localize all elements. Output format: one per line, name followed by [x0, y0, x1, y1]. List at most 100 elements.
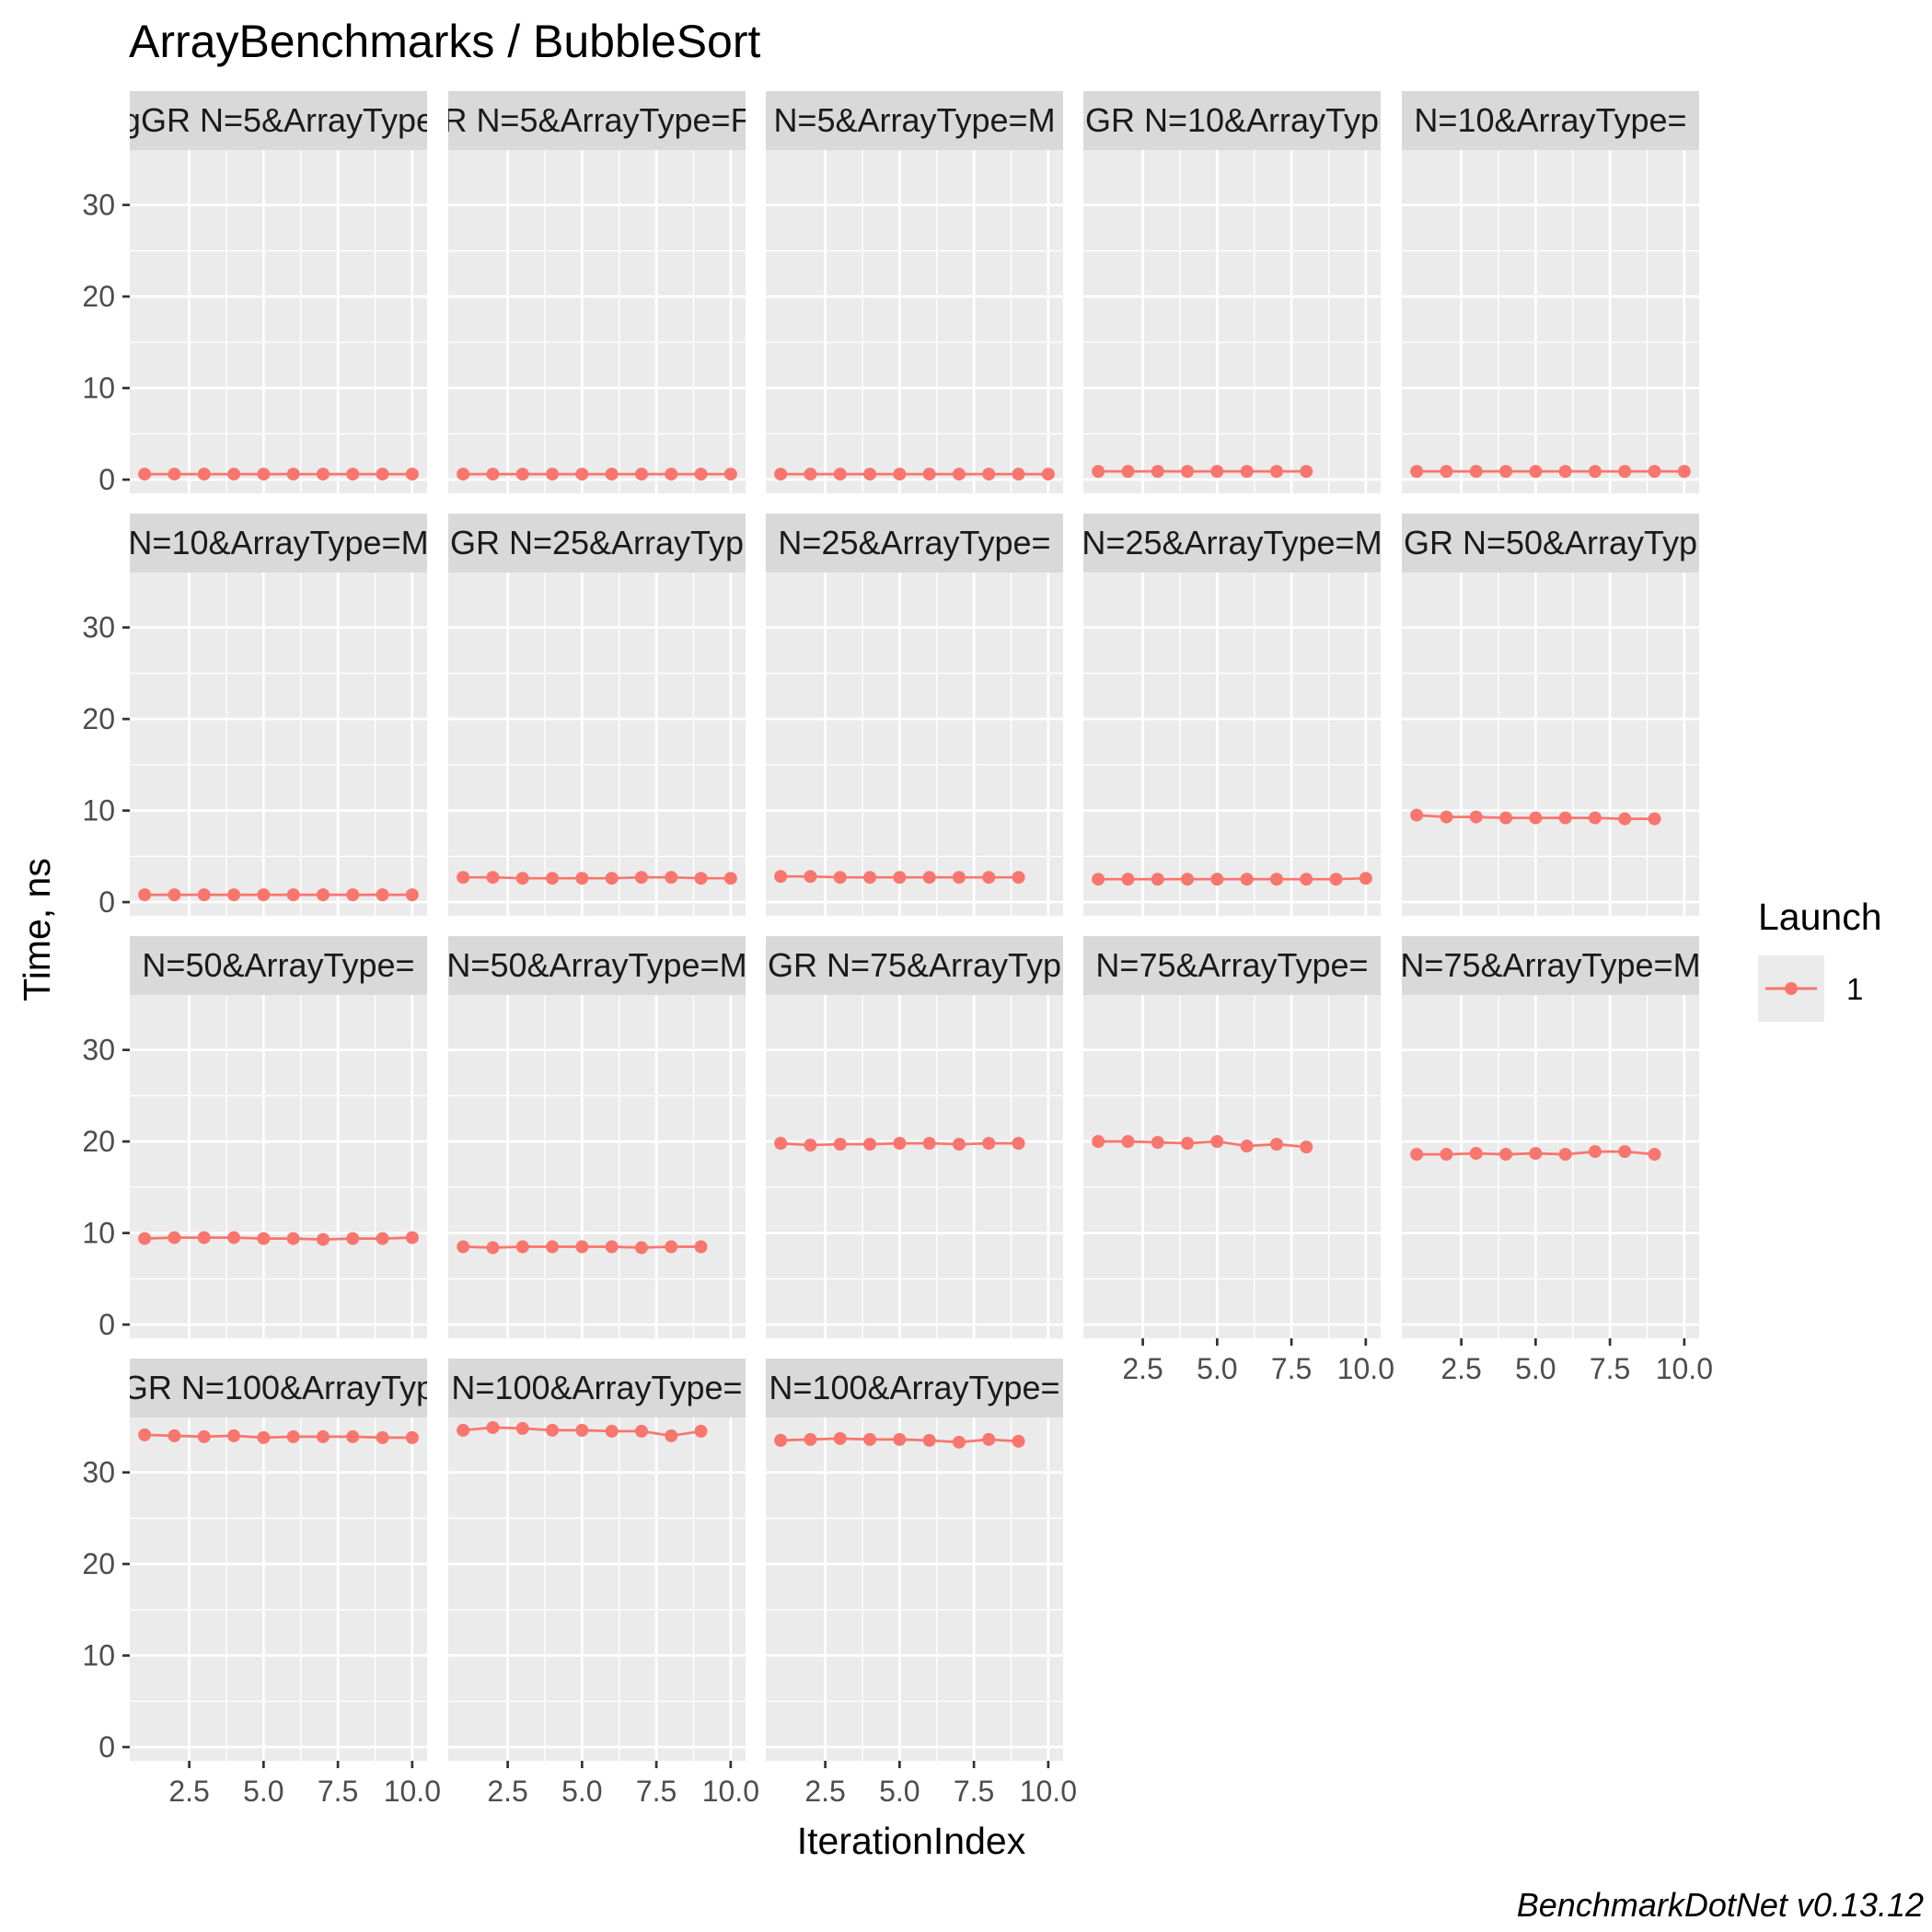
x-tick-label: 5.0	[1515, 1352, 1556, 1385]
data-point	[346, 888, 360, 902]
facet-panel: GR N=100&ArrayTyp 0 10 20 30 2.5 5.0 7.5 10.0	[82, 1359, 441, 1808]
facet-strip	[448, 514, 746, 573]
facet-panel: N=75&ArrayType=M 2.5 5.0 7.5 10.0	[1402, 936, 1713, 1385]
data-point	[605, 468, 619, 481]
data-point	[1329, 873, 1343, 886]
facet-panel: GR N=75&ArrayTyp	[766, 936, 1063, 1338]
facet-strip	[448, 91, 746, 150]
data-point	[1410, 465, 1424, 479]
data-point	[1359, 872, 1372, 885]
data-point	[376, 888, 389, 902]
facet-panel: N=10&ArrayType=M 0 10 20 30	[82, 514, 427, 919]
data-point	[863, 1432, 877, 1446]
panel-background	[130, 995, 427, 1338]
facet-strip	[1402, 91, 1699, 150]
data-point	[723, 468, 737, 481]
data-point	[1558, 811, 1572, 825]
legend-entry-label: 1	[1846, 972, 1863, 1006]
data-point	[227, 888, 241, 902]
data-point	[1499, 1148, 1513, 1162]
facet-strip-label: gGR N=5&ArrayType	[122, 101, 434, 139]
data-point	[546, 1240, 560, 1254]
data-point	[168, 888, 181, 902]
data-point	[982, 468, 996, 481]
data-point	[1469, 1147, 1483, 1161]
panel-background	[1402, 573, 1699, 916]
x-tick-label: 5.0	[243, 1775, 283, 1808]
data-point	[138, 1428, 152, 1441]
data-point	[1210, 1135, 1224, 1149]
data-point	[197, 1231, 211, 1244]
facet-strip-label: N=10&ArrayType=	[1414, 101, 1686, 139]
y-tick-label: 10	[82, 1639, 115, 1672]
data-point	[605, 872, 619, 885]
data-point	[515, 872, 529, 885]
data-point	[486, 1241, 500, 1255]
facet-panel: N=50&ArrayType=M	[448, 936, 746, 1338]
data-point	[723, 872, 737, 885]
panel-background	[130, 150, 427, 493]
data-point	[515, 1421, 529, 1435]
data-point	[405, 1231, 419, 1244]
data-point	[286, 1429, 300, 1443]
data-point	[694, 468, 708, 481]
data-point	[1529, 1147, 1543, 1161]
data-point	[1469, 810, 1483, 824]
panel-background	[448, 150, 746, 493]
facet-strip-label: N=100&ArrayType=	[451, 1369, 742, 1406]
data-point	[405, 468, 419, 481]
y-tick-label: 20	[82, 702, 115, 735]
data-point	[575, 1423, 589, 1437]
data-point	[376, 1430, 389, 1444]
data-point	[197, 888, 211, 902]
data-point	[952, 468, 966, 481]
data-point	[694, 1240, 708, 1254]
y-tick-label: 30	[82, 1034, 115, 1067]
data-point	[1648, 465, 1661, 479]
data-point	[457, 1240, 470, 1254]
data-point	[1121, 1135, 1135, 1149]
data-point	[316, 1232, 330, 1246]
data-point	[227, 468, 241, 481]
facet-panel: N=10&ArrayType=	[1402, 91, 1699, 493]
y-tick-label: 20	[82, 280, 115, 313]
facet-panel: R N=5&ArrayType=F	[443, 91, 750, 493]
panel-background	[1083, 573, 1381, 916]
data-point	[665, 468, 678, 481]
data-point	[316, 1429, 330, 1443]
data-point	[168, 1231, 181, 1244]
x-tick-label: 7.5	[636, 1775, 677, 1808]
data-point	[982, 871, 996, 885]
data-point	[405, 888, 419, 902]
data-point	[1181, 1137, 1195, 1151]
facet-strip-label: R N=5&ArrayType=F	[443, 101, 750, 139]
data-point	[1558, 465, 1572, 479]
facet-strip-label: N=50&ArrayType=	[142, 946, 414, 984]
facet-strip	[130, 91, 427, 150]
data-point	[316, 468, 330, 481]
x-tick-label: 2.5	[487, 1775, 527, 1808]
x-tick-label: 2.5	[168, 1775, 209, 1808]
facet-strip	[130, 1359, 427, 1417]
data-point	[1092, 1135, 1105, 1149]
facet-strip	[766, 936, 1063, 995]
panel-background	[766, 1417, 1063, 1761]
data-point	[1240, 1140, 1254, 1153]
panel-background	[1083, 995, 1381, 1338]
x-tick-label: 10.0	[1337, 1352, 1394, 1385]
data-point	[257, 1430, 271, 1444]
facet-panel: GR N=50&ArrayTyp	[1402, 514, 1699, 916]
data-point	[952, 871, 966, 885]
y-tick-label: 20	[82, 1125, 115, 1158]
data-point	[1092, 873, 1105, 886]
panel-background	[1402, 150, 1699, 493]
data-point	[457, 871, 470, 885]
data-point	[665, 1429, 678, 1442]
chart-title: ArrayBenchmarks / BubbleSort	[129, 16, 761, 67]
data-point	[952, 1435, 966, 1449]
data-point	[833, 468, 847, 481]
data-point	[197, 468, 211, 481]
facet-strip	[1083, 936, 1381, 995]
data-point	[1410, 808, 1424, 822]
data-point	[257, 468, 271, 481]
